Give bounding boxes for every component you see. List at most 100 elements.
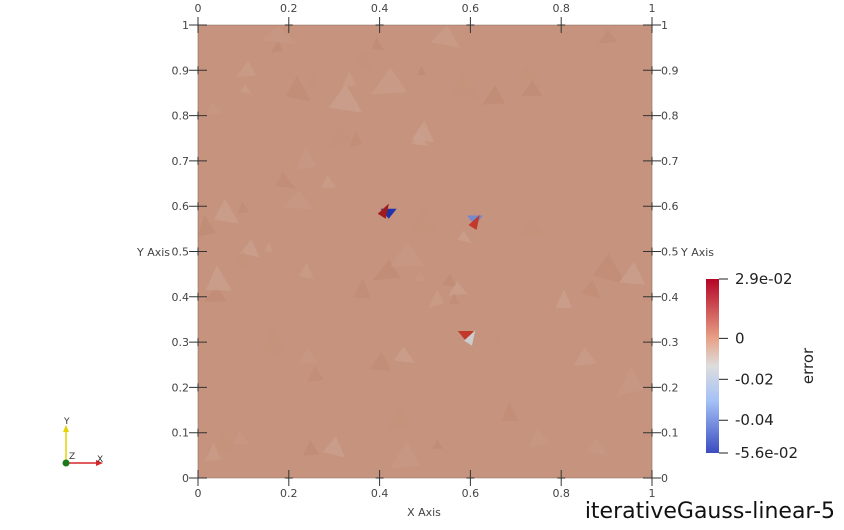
mesh-triangle [501,402,519,421]
x-tick-label: 0.6 [462,487,480,500]
y-tick-label: 0.4 [172,291,190,304]
mesh-triangle [264,242,274,253]
mesh-triangle [328,84,363,113]
mesh-triangle [393,346,416,364]
mesh-triangle [206,102,224,115]
mesh-triangle [482,84,506,105]
error-hotspot [468,214,480,231]
mesh-triangle [353,278,371,299]
mesh-triangle [328,125,353,146]
colorbar-tick-label: -0.02 [735,370,774,388]
mesh-triangle [521,79,543,97]
colorbar[interactable]: 2.9e-02 0 -0.02 -0.04 -5.6e-02 error [706,270,817,462]
mesh-triangle [414,270,427,282]
y-tick-label: 0.6 [661,200,679,213]
mesh-triangle [389,242,425,267]
x-axis-title: X Axis [407,506,441,519]
mesh-triangle [369,351,391,371]
mesh-triangle [270,40,283,53]
mesh-triangle [432,439,444,449]
mesh-triangle [371,37,385,51]
mesh-triangle [581,280,601,299]
mesh-triangle [205,265,232,291]
colorbar-tick-label: -0.04 [735,411,774,429]
orientation-y-label: Y [63,417,70,427]
mesh-triangle [239,83,252,95]
mesh-triangle [235,251,250,268]
y-tick-label: 0.8 [172,110,190,123]
mesh-triangle [598,29,618,44]
mesh-triangle [411,130,429,146]
orientation-x-label: X [97,455,103,465]
mesh-triangle [616,366,644,396]
mesh-triangle [372,259,401,281]
colorbar-tick-label: 2.9e-02 [735,270,793,288]
mesh-triangle [303,74,319,90]
mesh-triangle [320,174,337,189]
mesh-triangle [298,347,318,365]
error-hotspot [457,331,474,342]
mesh-triangle [302,440,320,456]
mesh-triangle [285,75,312,102]
y-tick-label: 1 [182,19,189,32]
x-tick-label: 0 [195,487,202,500]
orientation-y-arrow [63,425,69,432]
mesh-triangle [237,201,249,214]
x-tick-label: 1 [649,487,656,500]
mesh-triangle [619,261,646,285]
y-tick-label: 0.1 [661,427,679,440]
orientation-z-axis [62,459,70,467]
mesh-triangle [213,198,240,224]
y-tick-label: 0 [182,472,189,485]
y-tick-label: 0.3 [661,336,679,349]
colorbar-tick-label: 0 [735,329,745,347]
y-tick-label: 0.2 [661,381,679,394]
mesh-triangle [240,238,260,258]
mesh-triangle [351,48,374,72]
mesh-triangle [492,335,503,346]
x-tick-label: 0.2 [280,487,298,500]
colorbar-title: error [799,347,817,384]
mesh-triangle [449,293,460,305]
mesh-triangle [341,70,357,88]
y-axis-title-right: Y Axis [680,246,714,259]
y-tick-label: 0.4 [661,291,679,304]
y-tick-label: 0.3 [172,336,190,349]
y-tick-label: 0.2 [172,381,190,394]
y-tick-label: 0.5 [172,246,190,259]
colorbar-tick-label: -5.6e-02 [735,444,798,462]
mesh-triangles [198,25,646,469]
colorbar-labels: 2.9e-02 0 -0.02 -0.04 -5.6e-02 [719,270,798,462]
error-field-surface[interactable] [198,25,652,478]
mesh-triangle [451,74,480,98]
orientation-z-label: Z [69,452,75,462]
x-tick-label: 0.4 [371,487,389,500]
mesh-triangle [521,219,547,237]
mesh-triangle [307,366,324,383]
y-tick-label: 1 [661,19,668,32]
mesh-triangle [448,281,468,296]
colorbar-gradient [706,279,719,453]
mesh-triangle [387,405,410,432]
y-tick-label: 0.9 [172,64,190,77]
mesh-triangle [428,289,444,309]
y-tick-label: 0.9 [661,64,679,77]
error-hotspot [377,203,389,219]
mesh-triangle [322,436,346,458]
error-hotspots [377,203,483,346]
mesh-triangle [457,230,472,244]
x-tick-label: 0 [195,2,202,15]
y-tick-label: 0.7 [172,155,190,168]
mesh-triangle [442,273,457,287]
mesh-triangle [529,427,550,448]
mesh-triangle [204,441,222,462]
x-tick-label: 0.8 [552,487,570,500]
y-tick-label: 0.1 [172,427,190,440]
mesh-triangle [573,346,598,367]
mesh-triangle [555,289,572,309]
x-tick-label: 0.2 [280,2,298,15]
error-hotspot [464,330,476,346]
orientation-axes-widget[interactable]: Y X Z [62,417,104,467]
